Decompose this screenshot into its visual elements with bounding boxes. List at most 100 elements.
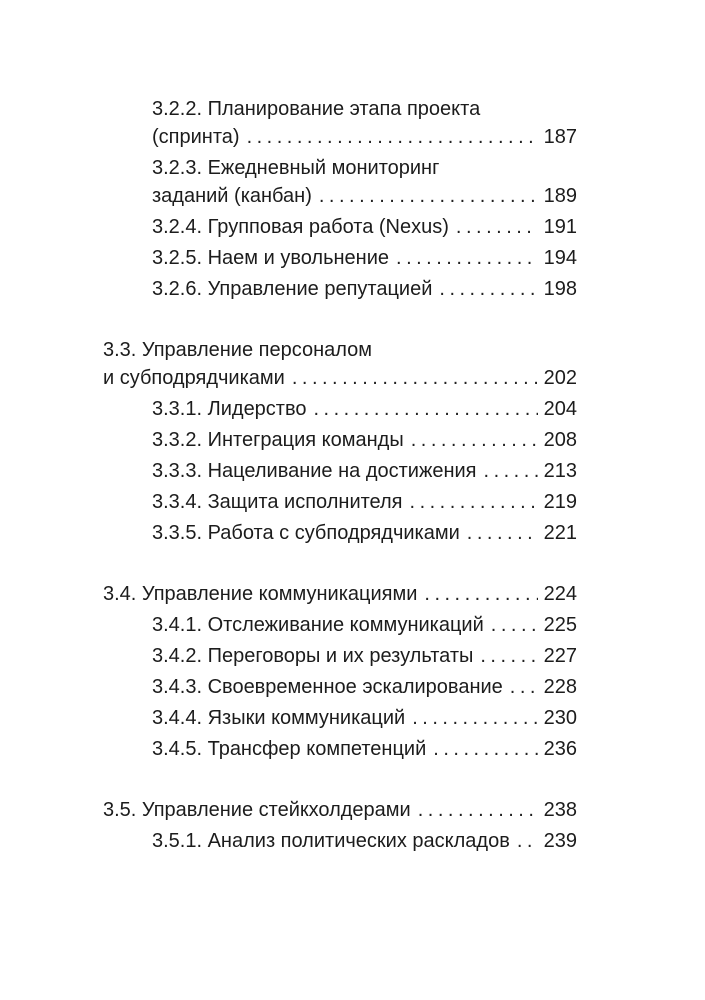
toc-page-number: 187 <box>543 126 577 148</box>
toc-entry-title: 3.4.5. Трансфер компетенций 236 <box>152 735 577 763</box>
toc-entry-text: 3.2.4. Групповая работа (Nexus) <box>152 216 449 238</box>
toc-entry: 3.2.4. Групповая работа (Nexus) 191 <box>152 213 577 241</box>
toc-entry: 3.4.5. Трансфер компетенций 236 <box>152 735 577 763</box>
toc-entry-text: 3.2.6. Управление репутацией <box>152 278 433 300</box>
dot-leader <box>439 275 538 303</box>
toc-entry-text: (спринта) <box>152 126 240 148</box>
toc-entry: 3.3.2. Интеграция команды 208 <box>152 426 577 454</box>
toc-entry-text: 3.4.5. Трансфер компетенций <box>152 738 427 760</box>
toc-entry-title-continuation: и субподрядчиками 202 <box>103 364 577 392</box>
toc-entry-title: 3.5.1. Анализ политических раскладов 239 <box>152 827 577 855</box>
toc-entry-text: 3.4.3. Своевременное эскалирование <box>152 676 503 698</box>
toc-entry-text: 3.2.3. Ежедневный мониторинг <box>152 157 440 179</box>
toc-entry-title: 3.4.1. Отслеживание коммуникаций 225 <box>152 611 577 639</box>
dot-leader <box>292 364 538 392</box>
toc-page-number: 225 <box>543 614 577 636</box>
toc-entry-title: 3.2.6. Управление репутацией 198 <box>152 275 577 303</box>
toc-entry-title: 3.4.3. Своевременное эскалирование 228 <box>152 673 577 701</box>
toc-entry: 3.4.1. Отслеживание коммуникаций 225 <box>152 611 577 639</box>
toc-entry-text: 3.5. Управление стейкхолдерами <box>103 799 411 821</box>
toc-entry-section: 3.5. Управление стейкхолдерами 238 <box>103 796 577 824</box>
toc-entry: 3.3.3. Нацеливание на достижения 213 <box>152 457 577 485</box>
toc-entry: 3.2.3. Ежедневный мониторинг заданий (ка… <box>152 154 577 210</box>
toc-entry-text: 3.3.5. Работа с субподрядчиками <box>152 522 460 544</box>
toc-page-number: 208 <box>543 429 577 451</box>
toc-entry-title: 3.3.1. Лидерство 204 <box>152 395 577 423</box>
toc-page-number: 219 <box>543 491 577 513</box>
dot-leader <box>314 395 539 423</box>
toc-entry-text: 3.2.5. Наем и увольнение <box>152 247 390 269</box>
dot-leader <box>456 213 538 241</box>
toc-entry-text: 3.4. Управление коммуникациями <box>103 583 418 605</box>
toc-page-number: 202 <box>543 367 577 389</box>
toc-entry-title: 3.3.2. Интеграция команды 208 <box>152 426 577 454</box>
toc-entry-section: 3.4. Управление коммуникациями 224 <box>103 580 577 608</box>
toc-entry-text: 3.4.2. Переговоры и их результаты <box>152 645 474 667</box>
toc-entry: 3.2.5. Наем и увольнение 194 <box>152 244 577 272</box>
toc-entry-text: 3.2.2. Планирование этапа проекта <box>152 98 481 120</box>
toc-entry-title: 3.3. Управление персоналом <box>103 336 577 364</box>
toc-entry: 3.3.1. Лидерство 204 <box>152 395 577 423</box>
toc-entry: 3.4.4. Языки коммуникаций 230 <box>152 704 577 732</box>
toc-entry-title: 3.2.4. Групповая работа (Nexus) 191 <box>152 213 577 241</box>
toc-page-number: 213 <box>543 460 577 482</box>
toc-entry-section: 3.3. Управление персоналом и субподрядчи… <box>103 336 577 392</box>
toc-entry-title: 3.5. Управление стейкхолдерами 238 <box>103 796 577 824</box>
dot-leader <box>517 827 538 855</box>
toc-entry-title-continuation: (спринта) 187 <box>152 123 577 151</box>
toc-page-number: 224 <box>543 583 577 605</box>
dot-leader <box>247 123 538 151</box>
toc-page-number: 238 <box>543 799 577 821</box>
toc-entry: 3.4.2. Переговоры и их результаты 227 <box>152 642 577 670</box>
toc-entry-title: 3.2.5. Наем и увольнение 194 <box>152 244 577 272</box>
toc-page-number: 230 <box>543 707 577 729</box>
toc-page-number: 204 <box>543 398 577 420</box>
dot-leader <box>319 182 538 210</box>
toc-entry-title: 3.4.2. Переговоры и их результаты 227 <box>152 642 577 670</box>
toc-page-number: 227 <box>543 645 577 667</box>
toc-page-number: 191 <box>543 216 577 238</box>
toc-entry: 3.4.3. Своевременное эскалирование 228 <box>152 673 577 701</box>
toc-page-number: 228 <box>543 676 577 698</box>
toc-entry-text: 3.3. Управление персоналом <box>103 339 373 361</box>
toc-entry-title: 3.4. Управление коммуникациями 224 <box>103 580 577 608</box>
dot-leader <box>480 642 538 670</box>
toc-entry: 3.3.4. Защита исполнителя 219 <box>152 488 577 516</box>
toc-entry: 3.3.5. Работа с субподрядчиками 221 <box>152 519 577 547</box>
toc-page-number: 194 <box>543 247 577 269</box>
dot-leader <box>396 244 538 272</box>
dot-leader <box>491 611 538 639</box>
toc-entry-text: 3.4.1. Отслеживание коммуникаций <box>152 614 484 636</box>
toc-entry-text: 3.3.4. Защита исполнителя <box>152 491 403 513</box>
dot-leader <box>410 488 538 516</box>
dot-leader <box>467 519 538 547</box>
dot-leader <box>412 704 538 732</box>
toc-entry-text: 3.5.1. Анализ политических раскладов <box>152 830 510 852</box>
dot-leader <box>411 426 538 454</box>
toc-page-number: 198 <box>543 278 577 300</box>
toc-entry: 3.5.1. Анализ политических раскладов 239 <box>152 827 577 855</box>
toc-entry-title: 3.3.5. Работа с субподрядчиками 221 <box>152 519 577 547</box>
toc-entry: 3.2.6. Управление репутацией 198 <box>152 275 577 303</box>
dot-leader <box>510 673 538 701</box>
dot-leader <box>424 580 538 608</box>
dot-leader <box>484 457 538 485</box>
toc-entry: 3.2.2. Планирование этапа проекта (сприн… <box>152 95 577 151</box>
table-of-contents: 3.2.2. Планирование этапа проекта (сприн… <box>103 95 577 855</box>
toc-page-number: 221 <box>543 522 577 544</box>
toc-entry-text: 3.3.1. Лидерство <box>152 398 307 420</box>
dot-leader <box>418 796 538 824</box>
toc-entry-title: 3.4.4. Языки коммуникаций 230 <box>152 704 577 732</box>
toc-entry-text: 3.3.2. Интеграция команды <box>152 429 404 451</box>
toc-entry-title: 3.2.3. Ежедневный мониторинг <box>152 154 577 182</box>
toc-page-number: 236 <box>543 738 577 760</box>
toc-entry-title: 3.3.4. Защита исполнителя 219 <box>152 488 577 516</box>
toc-entry-text: 3.3.3. Нацеливание на достижения <box>152 460 477 482</box>
toc-entry-text: 3.4.4. Языки коммуникаций <box>152 707 406 729</box>
toc-entry-text: заданий (канбан) <box>152 185 312 207</box>
toc-entry-text: и субподрядчиками <box>103 367 285 389</box>
toc-entry-title: 3.3.3. Нацеливание на достижения 213 <box>152 457 577 485</box>
toc-page-number: 189 <box>543 185 577 207</box>
toc-entry-title-continuation: заданий (канбан) 189 <box>152 182 577 210</box>
